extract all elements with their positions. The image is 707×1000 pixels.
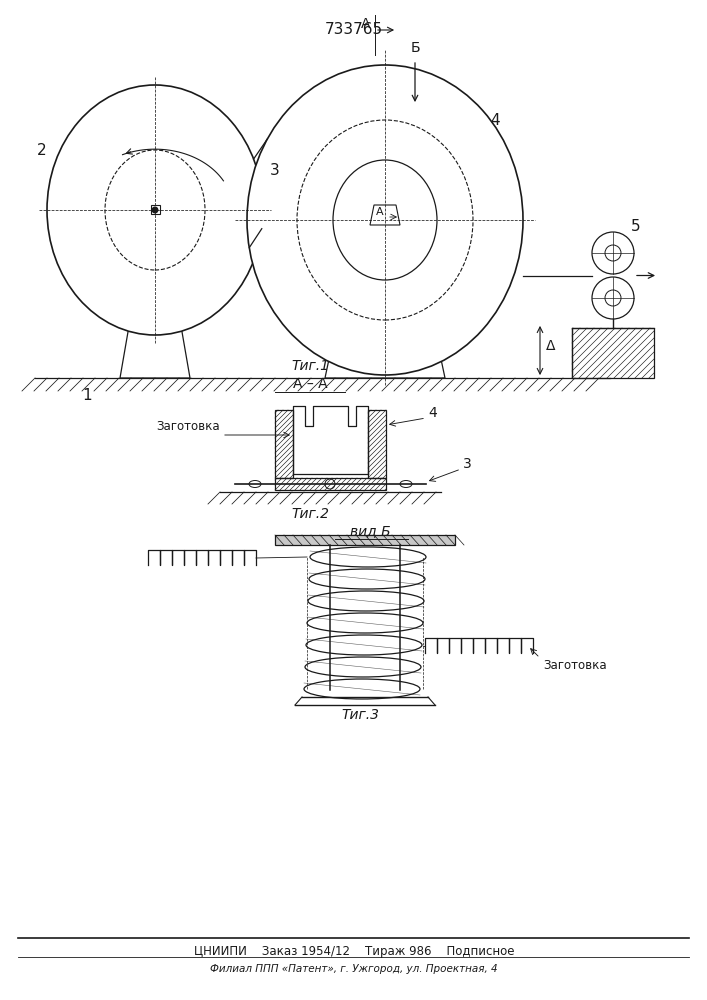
Text: Τиг.1: Τиг.1 <box>291 359 329 373</box>
Text: Τиг.3: Τиг.3 <box>341 708 379 722</box>
Bar <box>275 410 293 478</box>
Text: A – A: A – A <box>293 377 327 391</box>
Circle shape <box>605 290 621 306</box>
Ellipse shape <box>305 657 421 677</box>
Polygon shape <box>370 205 400 225</box>
Bar <box>275 478 386 490</box>
Ellipse shape <box>310 547 426 567</box>
Text: Δ: Δ <box>546 340 556 354</box>
Bar <box>151 205 160 214</box>
Ellipse shape <box>308 591 424 611</box>
Ellipse shape <box>247 65 523 375</box>
Text: вид Б: вид Б <box>350 524 390 538</box>
Text: A: A <box>376 207 384 217</box>
Ellipse shape <box>306 635 422 655</box>
Text: 733765: 733765 <box>325 22 383 37</box>
Text: Заготовка: Заготовка <box>156 420 220 433</box>
Ellipse shape <box>309 569 425 589</box>
Text: Заготовка: Заготовка <box>543 659 607 672</box>
Ellipse shape <box>249 481 261 488</box>
Circle shape <box>592 277 634 319</box>
Text: 3: 3 <box>463 457 472 471</box>
Circle shape <box>592 232 634 274</box>
Text: Τиг.2: Τиг.2 <box>291 507 329 521</box>
Text: Филиал ППП «Патент», г. Ужгород, ул. Проектная, 4: Филиал ППП «Патент», г. Ужгород, ул. Про… <box>210 964 498 974</box>
Text: 3: 3 <box>270 163 280 178</box>
Ellipse shape <box>400 481 412 488</box>
Ellipse shape <box>47 85 263 335</box>
Text: 5: 5 <box>631 219 641 234</box>
Bar <box>368 410 386 478</box>
Ellipse shape <box>307 613 423 633</box>
Text: ЦНИИПИ    Заказ 1954/12    Тираж 986    Подписное: ЦНИИПИ Заказ 1954/12 Тираж 986 Подписное <box>194 945 514 958</box>
Text: A: A <box>361 17 370 31</box>
Circle shape <box>151 207 158 214</box>
Text: 1: 1 <box>82 388 92 403</box>
Text: 4: 4 <box>490 113 500 128</box>
Bar <box>572 328 654 378</box>
Ellipse shape <box>333 160 437 280</box>
Circle shape <box>325 479 335 489</box>
Circle shape <box>605 245 621 261</box>
Text: 2: 2 <box>37 143 47 158</box>
Ellipse shape <box>304 679 420 699</box>
Text: 4: 4 <box>428 406 437 420</box>
Text: Б: Б <box>410 41 420 55</box>
Bar <box>275 535 455 545</box>
